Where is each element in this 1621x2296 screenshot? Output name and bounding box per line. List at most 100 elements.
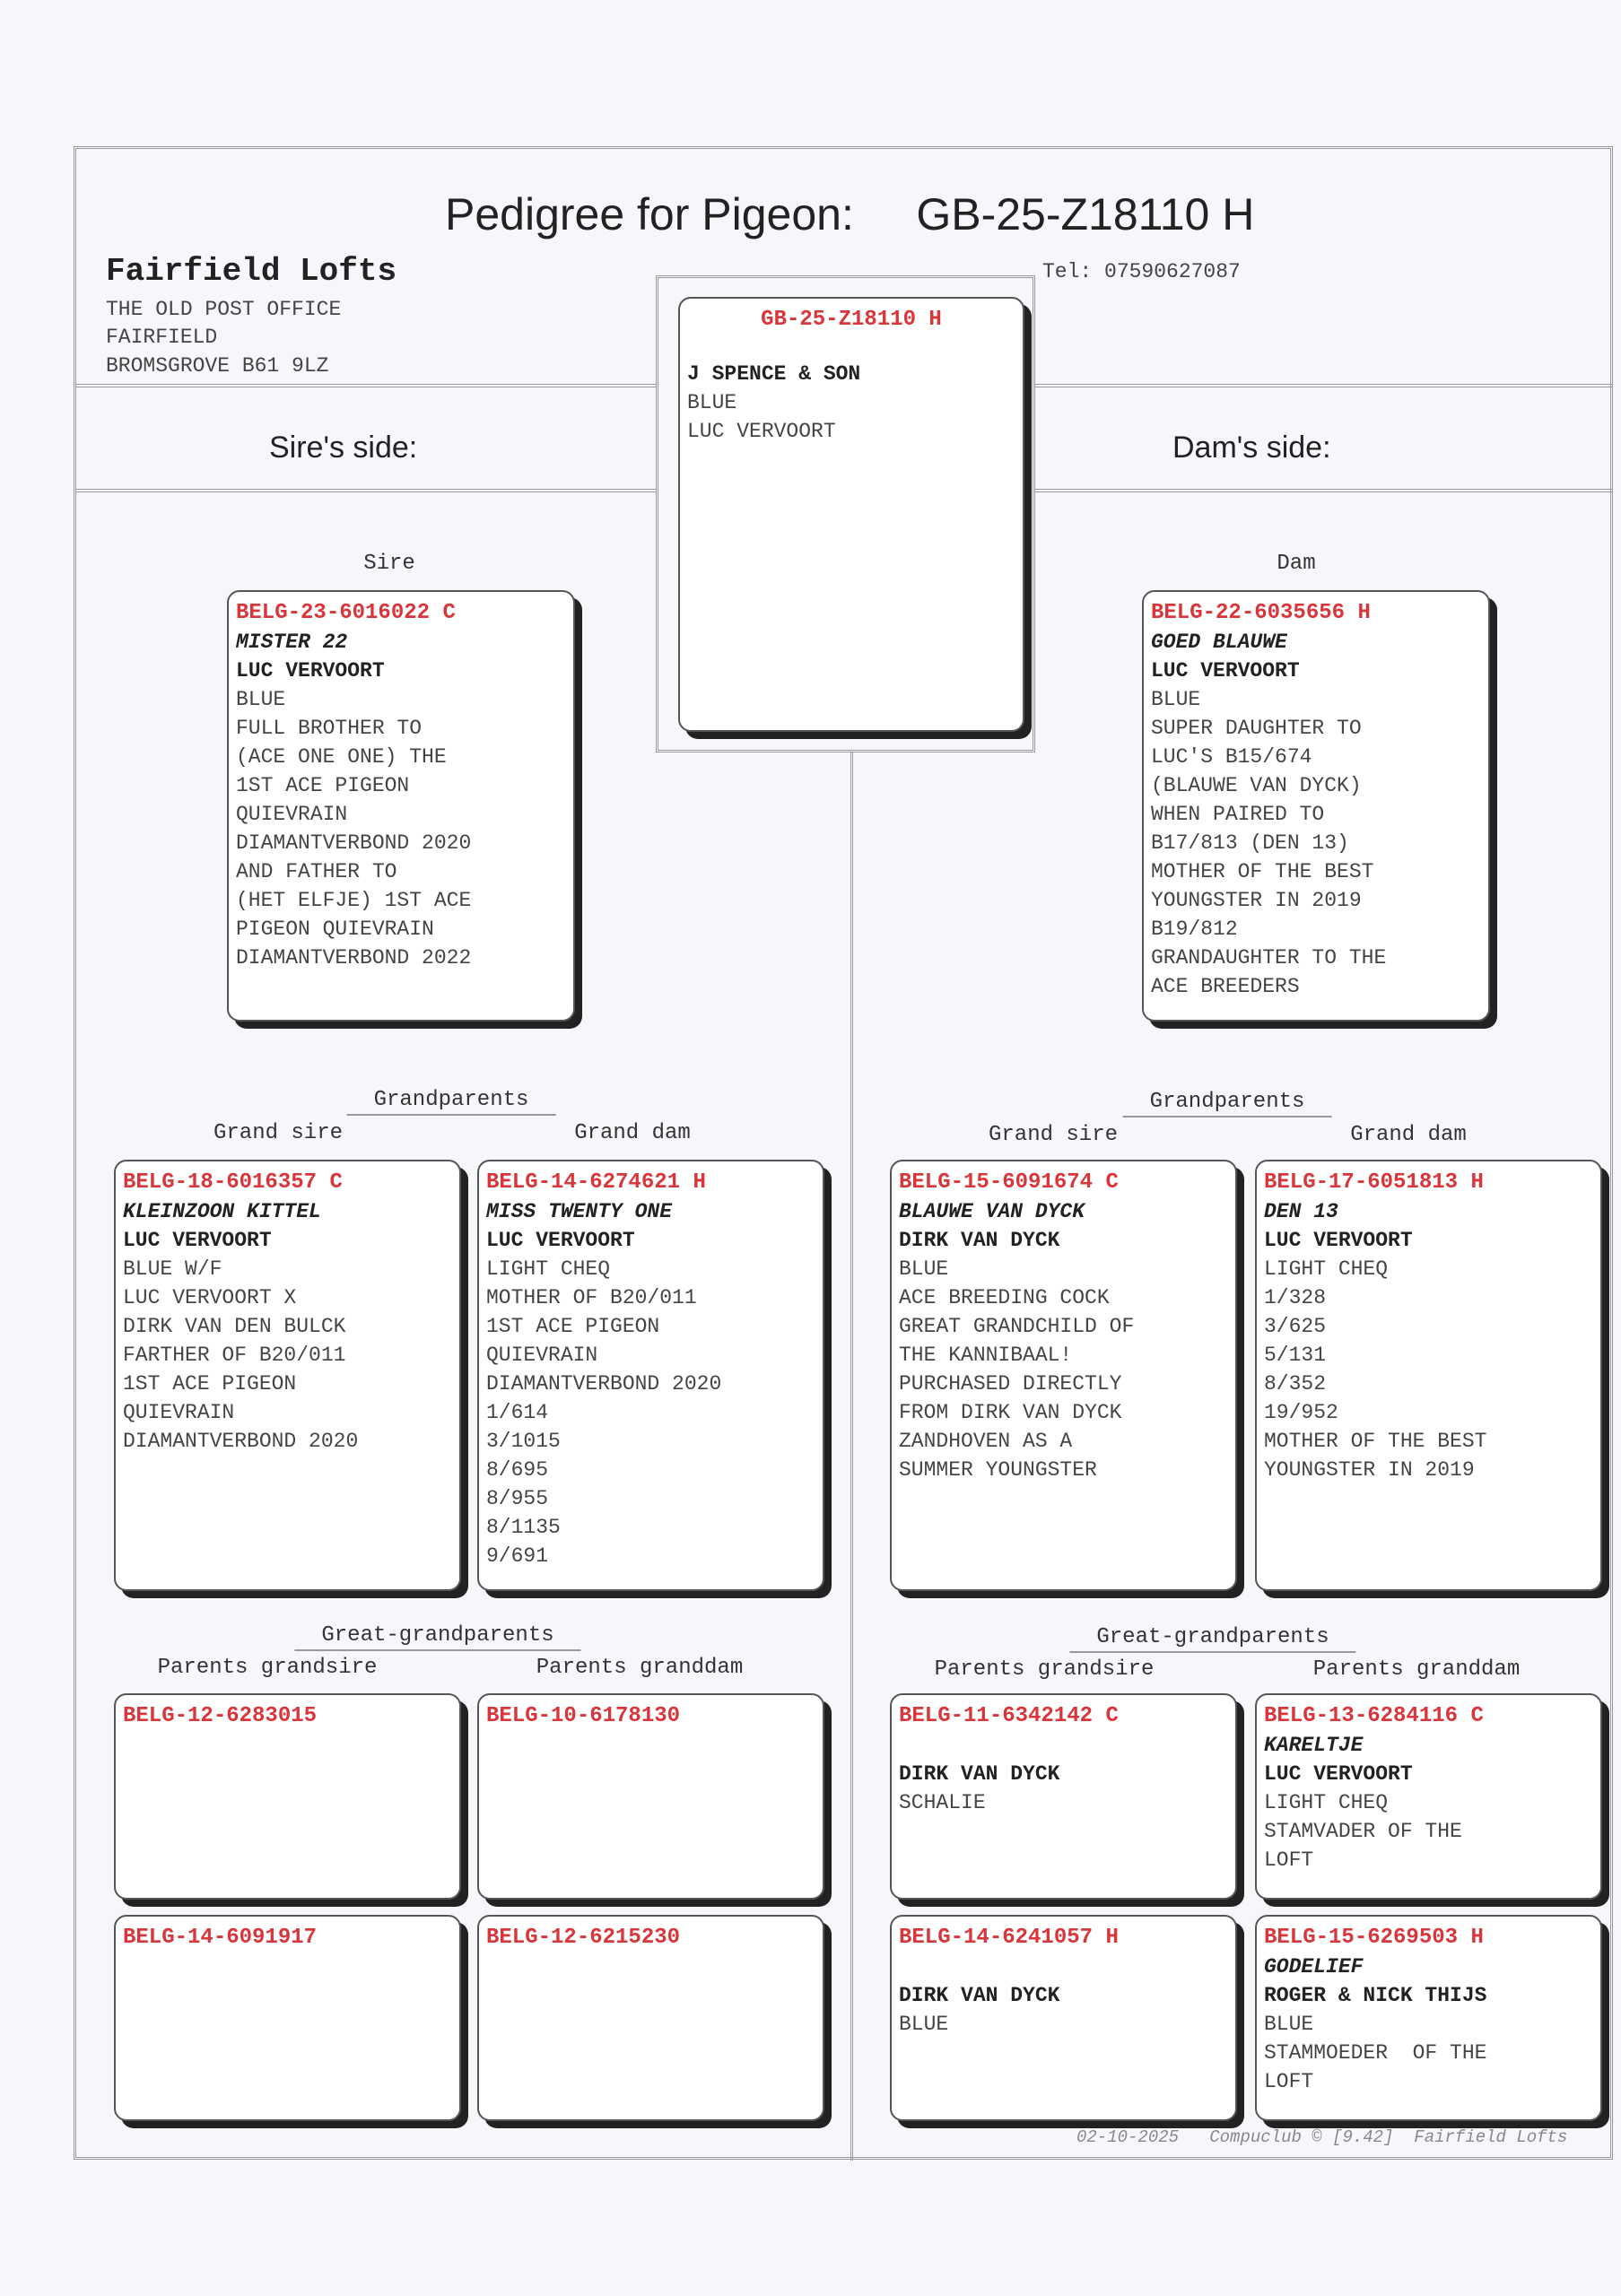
breeder: LUC VERVOORT <box>1151 659 1300 683</box>
pedigree-line: QUIEVRAIN <box>123 1401 235 1424</box>
parents-granddam-label: Parents granddam <box>1312 1657 1521 1682</box>
pedigree-line: DIAMANTVERBOND 2020 <box>123 1430 359 1453</box>
pigeon-card-sire-grand-dam: BELG-14-6274621 H MISS TWENTY ONE LUC VERV… <box>477 1160 824 1591</box>
ring-number: BELG-14-6091917 <box>123 1926 318 1950</box>
ring-number: BELG-23-6016022 C <box>236 601 456 625</box>
pedigree-line: BLUE <box>1264 2013 1314 2036</box>
pigeon-name: MISTER 22 <box>236 631 348 654</box>
pedigree-line: MOTHER OF THE BEST <box>1151 860 1374 883</box>
pigeon-card-ggp-7: BELG-14-6241057 H DIRK VAN DYCK BLUE <box>890 1915 1237 2121</box>
pedigree-line: STAMMOEDER OF THE <box>1264 2041 1487 2065</box>
pedigree-line: SUMMER YOUNGSTER <box>899 1458 1097 1482</box>
pedigree-line: MOTHER OF B20/011 <box>486 1286 697 1309</box>
ring-number: BELG-22-6035656 H <box>1151 601 1371 625</box>
breeder: DIRK VAN DYCK <box>899 1762 1060 1786</box>
ring-number: BELG-15-6091674 C <box>899 1170 1119 1195</box>
pigeon-card-ggp-4: BELG-12-6215230 <box>477 1915 824 2121</box>
breeder: ROGER & NICK THIJS <box>1264 1984 1487 2007</box>
ring-number: BELG-12-6283015 <box>123 1704 318 1728</box>
pedigree-line: 5/131 <box>1264 1344 1327 1367</box>
pedigree-line: ACE BREEDERS <box>1151 975 1300 998</box>
pedigree-line: (ACE ONE ONE) THE <box>236 745 447 769</box>
great-grandparents-label: Great-grandparents <box>1069 1625 1356 1653</box>
pedigree-line: LIGHT CHEQ <box>486 1257 611 1281</box>
pedigree-line: DIRK VAN DEN BULCK <box>123 1315 346 1338</box>
pigeon-card-ggp-2: BELG-10-6178130 <box>477 1693 824 1900</box>
pigeon-card-sire-grand-sire: BELG-18-6016357 C KLEINZOON KITTEL LUC VER… <box>114 1160 461 1591</box>
pedigree-line: LUC'S B15/674 <box>1151 745 1312 769</box>
pedigree-line: FARTHER OF B20/011 <box>123 1344 346 1367</box>
pedigree-line: SCHALIE <box>899 1791 986 1814</box>
pedigree-line: (BLAUWE VAN DYCK) <box>1151 774 1362 797</box>
pedigree-line: BLUE <box>1151 688 1201 711</box>
pedigree-line: FULL BROTHER TO <box>236 717 423 740</box>
pedigree-line: B19/812 <box>1151 918 1238 941</box>
pedigree-line: 1ST ACE PIGEON <box>123 1372 297 1396</box>
breeder: LUC VERVOORT <box>1264 1229 1413 1252</box>
pedigree-line: THE KANNIBAAL! <box>899 1344 1073 1367</box>
pedigree-line: 8/352 <box>1264 1372 1327 1396</box>
pedigree-line: QUIEVRAIN <box>236 803 348 826</box>
breeder: J SPENCE & SON <box>687 362 861 386</box>
pedigree-line: LOFT <box>1264 2070 1314 2093</box>
pedigree-line: BLUE <box>236 688 286 711</box>
pigeon-card-dam-grand-sire: BELG-15-6091674 C BLAUWE VAN DYCK DIRK VAN… <box>890 1160 1237 1591</box>
pedigree-line: YOUNGSTER IN 2019 <box>1264 1458 1475 1482</box>
pedigree-line: 3/625 <box>1264 1315 1327 1338</box>
pedigree-line: DIAMANTVERBOND 2022 <box>236 946 472 970</box>
pedigree-line: B17/813 (DEN 13) <box>1151 831 1349 855</box>
pigeon-name: GODELIEF <box>1264 1955 1364 1979</box>
grand-sire-label: Grand sire <box>213 1121 344 1145</box>
breeder: LUC VERVOORT <box>486 1229 635 1252</box>
pedigree-line: BLUE <box>899 2013 949 2036</box>
pedigree-line: 1ST ACE PIGEON <box>236 774 410 797</box>
center-divider <box>850 752 853 2161</box>
divider <box>1035 384 1613 387</box>
pedigree-line: DIAMANTVERBOND 2020 <box>486 1372 722 1396</box>
pedigree-line: AND FATHER TO <box>236 860 397 883</box>
pedigree-line: LUC VERVOORT <box>687 420 836 443</box>
pedigree-line: LIGHT CHEQ <box>1264 1791 1389 1814</box>
pigeon-card-dam: BELG-22-6035656 H GOED BLAUWE LUC VERVOORT… <box>1142 590 1490 1022</box>
pedigree-frame <box>74 146 1613 2160</box>
loft-name: Fairfield Lofts <box>106 253 397 290</box>
grand-sire-label: Grand sire <box>988 1123 1119 1147</box>
pedigree-line: 8/695 <box>486 1458 549 1482</box>
subject-frame <box>656 275 1035 752</box>
pedigree-line: LIGHT CHEQ <box>1264 1257 1389 1281</box>
ring-number: GB-25-Z18110 H <box>761 308 942 332</box>
pedigree-line: GREAT GRANDCHILD OF <box>899 1315 1135 1338</box>
pigeon-name: KLEINZOON KITTEL <box>123 1200 321 1223</box>
pigeon-card-ggp-8: BELG-15-6269503 H GODELIEF ROGER & NICK TH… <box>1255 1915 1602 2121</box>
footer-loft: Fairfield Lofts <box>1414 2127 1568 2147</box>
pedigree-line: FROM DIRK VAN DYCK <box>899 1401 1122 1424</box>
pigeon-card-sire: BELG-23-6016022 C MISTER 22 LUC VERVOORT BL… <box>227 590 575 1022</box>
sire-label: Sire <box>363 552 415 576</box>
pedigree-line: BLUE W/F <box>123 1257 222 1281</box>
breeder: LUC VERVOORT <box>123 1229 272 1252</box>
pedigree-line: LOFT <box>1264 1848 1314 1872</box>
grand-dam-label: Grand dam <box>574 1121 691 1145</box>
pedigree-line: 9/691 <box>486 1544 549 1568</box>
address-line: THE OLD POST OFFICE <box>106 298 342 321</box>
pedigree-line: PURCHASED DIRECTLY <box>899 1372 1122 1396</box>
telephone: Tel: 07590627087 <box>1042 260 1241 283</box>
ring-number: BELG-14-6274621 H <box>486 1170 706 1195</box>
pedigree-line: LUC VERVOORT X <box>123 1286 297 1309</box>
dam-label: Dam <box>1277 552 1316 576</box>
pigeon-card-ggp-1: BELG-12-6283015 <box>114 1693 461 1900</box>
pedigree-line: ZANDHOVEN AS A <box>899 1430 1073 1453</box>
pedigree-line: STAMVADER OF THE <box>1264 1820 1462 1843</box>
pedigree-line: 1ST ACE PIGEON <box>486 1315 660 1338</box>
grand-dam-label: Grand dam <box>1350 1123 1467 1147</box>
pigeon-name <box>899 1952 1228 1981</box>
pedigree-line: DIAMANTVERBOND 2020 <box>236 831 472 855</box>
pedigree-line: 1/614 <box>486 1401 549 1424</box>
ring-number: BELG-14-6241057 H <box>899 1926 1119 1950</box>
pigeon-card-subject: GB-25-Z18110 H J SPENCE & SON BLUE LUC VERV… <box>678 297 1024 732</box>
parents-granddam-label: Parents granddam <box>536 1656 744 1680</box>
pigeon-name: GOED BLAUWE <box>1151 631 1287 654</box>
divider <box>1035 489 1613 492</box>
pedigree-line: BLUE <box>899 1257 949 1281</box>
address-line: FAIRFIELD <box>106 326 218 349</box>
